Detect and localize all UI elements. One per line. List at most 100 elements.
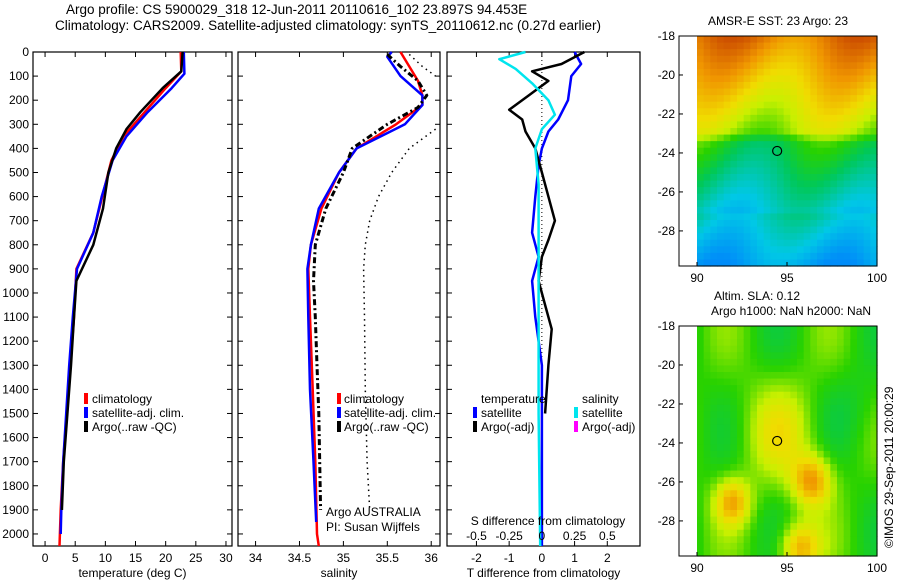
sst-map-ytick-label: -24: [658, 146, 676, 160]
heatmap-cell: [730, 36, 738, 44]
heatmap-cell: [777, 345, 785, 353]
heatmap-cell: [730, 529, 738, 537]
heatmap-cell: [823, 134, 831, 142]
heatmap-cell: [830, 372, 838, 380]
heatmap-cell: [763, 549, 771, 557]
heatmap-cell: [723, 339, 731, 347]
heatmap-cell: [837, 62, 845, 70]
heatmap-cell: [763, 464, 771, 472]
heatmap-cell: [703, 193, 711, 201]
heatmap-cell: [703, 252, 711, 261]
heatmap-cell: [783, 141, 791, 149]
heatmap-cell: [790, 411, 798, 419]
heatmap-cell: [870, 424, 878, 432]
heatmap-cell: [863, 372, 871, 380]
heatmap-cell: [843, 477, 851, 485]
heatmap-cell: [797, 220, 805, 228]
heatmap-cell: [763, 206, 771, 215]
heatmap-cell: [843, 160, 851, 169]
heatmap-cell: [843, 345, 851, 353]
heatmap-cell: [837, 549, 845, 557]
heatmap-cell: [783, 431, 791, 439]
heatmap-cell: [703, 398, 711, 406]
heatmap-cell: [817, 174, 825, 182]
heatmap-cell: [737, 418, 745, 426]
heatmap-cell: [870, 55, 878, 63]
depth-tick-label: 500: [9, 165, 29, 179]
heatmap-cell: [810, 404, 818, 413]
heatmap-cell: [803, 398, 811, 406]
heatmap-cell: [797, 345, 805, 353]
heatmap-cell: [697, 160, 705, 169]
heatmap-cell: [723, 326, 731, 334]
heatmap-cell: [757, 75, 765, 83]
heatmap-cell: [810, 450, 818, 459]
heatmap-cell: [863, 154, 871, 162]
heatmap-cell: [863, 398, 871, 406]
legend-swatch: [473, 421, 477, 432]
heatmap-cell: [790, 167, 798, 175]
heatmap-cell: [870, 418, 878, 426]
heatmap-cell: [723, 450, 731, 459]
heatmap-cell: [790, 246, 798, 254]
heatmap-cell: [770, 510, 778, 518]
heatmap-cell: [843, 444, 851, 452]
heatmap-cell: [743, 470, 751, 478]
heatmap-cell: [857, 68, 865, 77]
sst-map-ytick-label: -20: [658, 68, 676, 82]
heatmap-cell: [737, 411, 745, 419]
heatmap-cell: [743, 372, 751, 380]
temperature-series-1: [59, 51, 186, 535]
heatmap-cell: [710, 128, 718, 136]
heatmap-cell: [717, 490, 725, 498]
heatmap-cell: [837, 418, 845, 426]
heatmap-cell: [750, 483, 758, 491]
sla-map-xtick-label: 90: [690, 561, 704, 575]
heatmap-cell: [697, 457, 705, 465]
heatmap-cell: [870, 464, 878, 472]
heatmap-cell: [810, 167, 818, 175]
heatmap-cell: [730, 252, 738, 261]
heatmap-cell: [737, 187, 745, 195]
heatmap-cell: [870, 95, 878, 103]
heatmap-cell: [817, 121, 825, 129]
difference-plot-frame: [446, 51, 641, 547]
heatmap-cell: [757, 450, 765, 459]
heatmap-cell: [797, 82, 805, 90]
heatmap-cell: [703, 378, 711, 386]
heatmap-cell: [737, 496, 745, 505]
heatmap-cell: [723, 206, 731, 215]
heatmap-cell: [763, 477, 771, 485]
heatmap-cell: [843, 464, 851, 472]
heatmap-cell: [817, 147, 825, 155]
heatmap-cell: [737, 42, 745, 50]
heatmap-cell: [817, 523, 825, 531]
heatmap-cell: [783, 180, 791, 188]
heatmap-cell: [843, 193, 851, 201]
heatmap-cell: [823, 372, 831, 380]
heatmap-cell: [797, 398, 805, 406]
heatmap-cell: [790, 213, 798, 221]
heatmap-cell: [810, 226, 818, 234]
heatmap-cell: [703, 121, 711, 129]
salinity-legend-item: climatology: [344, 392, 404, 406]
heatmap-cell: [863, 200, 871, 208]
heatmap-cell: [737, 193, 745, 201]
heatmap-cell: [797, 160, 805, 169]
heatmap-cell: [730, 82, 738, 90]
heatmap-cell: [810, 259, 818, 267]
heatmap-cell: [743, 213, 751, 221]
heatmap-cell: [757, 147, 765, 155]
heatmap-cell: [797, 332, 805, 340]
heatmap-cell: [810, 326, 818, 334]
heatmap-cell: [743, 444, 751, 452]
heatmap-cell: [757, 95, 765, 103]
heatmap-cell: [857, 200, 865, 208]
heatmap-cell: [830, 352, 838, 360]
heatmap-cell: [783, 477, 791, 485]
heatmap-cell: [817, 88, 825, 96]
heatmap-cell: [750, 36, 758, 44]
heatmap-cell: [697, 147, 705, 155]
heatmap-cell: [797, 444, 805, 452]
heatmap-cell: [730, 128, 738, 136]
